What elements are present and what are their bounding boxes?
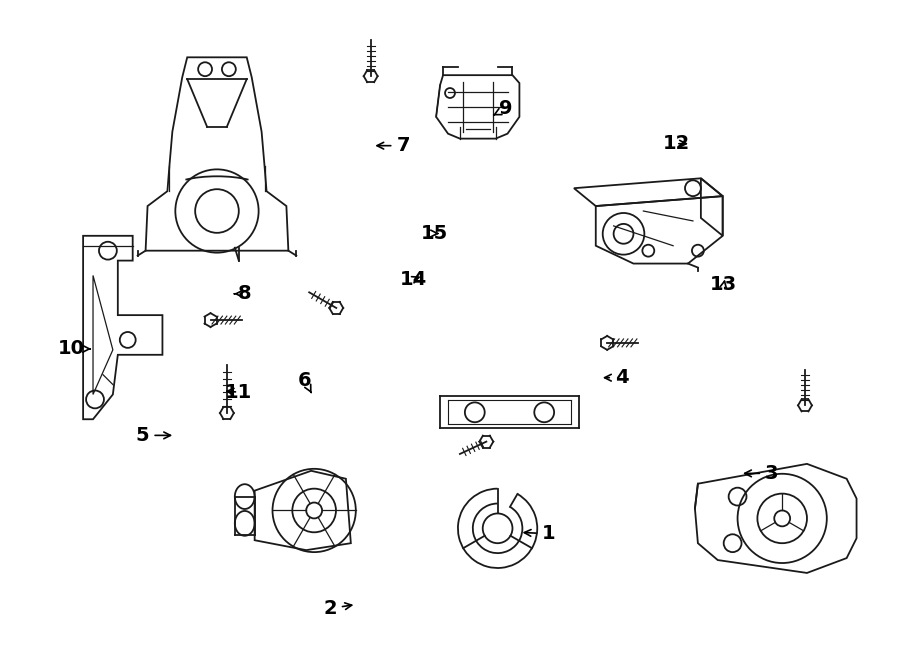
Text: 15: 15	[420, 224, 448, 243]
Text: 10: 10	[58, 339, 90, 358]
Text: 14: 14	[400, 270, 428, 289]
Text: 13: 13	[710, 275, 737, 294]
Text: 7: 7	[377, 136, 410, 155]
Text: 5: 5	[136, 426, 170, 445]
Text: 8: 8	[235, 284, 251, 303]
Text: 9: 9	[493, 99, 512, 118]
Text: 4: 4	[605, 368, 628, 387]
Text: 1: 1	[524, 524, 555, 543]
Text: 2: 2	[323, 599, 352, 618]
Text: 3: 3	[744, 464, 778, 483]
Text: 6: 6	[298, 371, 311, 393]
Text: 11: 11	[225, 383, 252, 402]
Text: 12: 12	[662, 134, 689, 153]
